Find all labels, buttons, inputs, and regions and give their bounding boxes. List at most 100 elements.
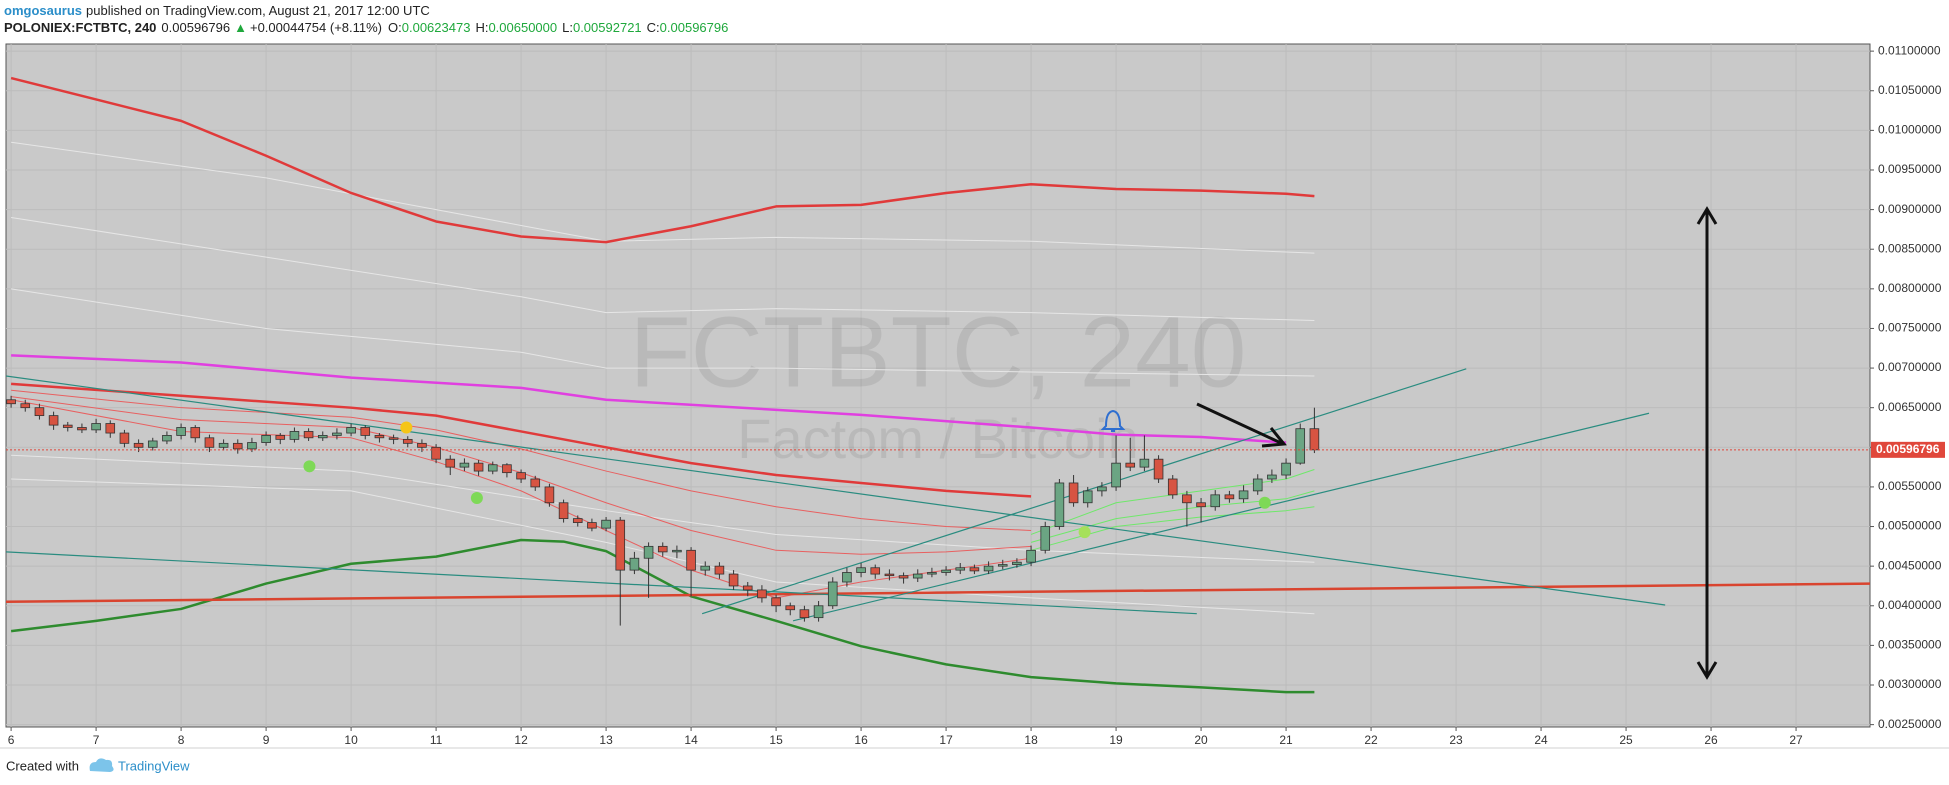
- y-tick-label: 0.00350000: [1878, 638, 1942, 652]
- candle-body: [303, 431, 314, 439]
- candle-body: [445, 458, 456, 468]
- candle-body: [1125, 462, 1136, 468]
- y-tick-label: 0.00900000: [1878, 202, 1942, 216]
- alert-bell[interactable]: [1100, 409, 1126, 432]
- candle-body: [516, 472, 526, 480]
- candle-body: [6, 399, 16, 405]
- brand-logo: [89, 758, 114, 772]
- candle-body: [1097, 486, 1107, 492]
- candle-body: [247, 442, 257, 450]
- y-tick-label: 0.00300000: [1878, 677, 1942, 691]
- candle-body: [20, 403, 31, 409]
- x-tick-label: 18: [1024, 733, 1038, 747]
- candle-body: [48, 415, 59, 426]
- y-tick-label: 0.01000000: [1878, 123, 1942, 137]
- candle-body: [714, 565, 725, 575]
- x-tick-label: 19: [1109, 733, 1123, 747]
- candle-body: [842, 572, 852, 583]
- candle-body: [587, 522, 597, 529]
- candle-body: [1082, 490, 1093, 504]
- candle-body: [1040, 526, 1051, 551]
- candle-body: [1012, 561, 1022, 565]
- candle-body: [1139, 458, 1150, 468]
- x-tick-label: 6: [8, 733, 15, 747]
- x-tick-label: 17: [939, 733, 953, 747]
- y-tick-label: 0.00550000: [1878, 479, 1942, 493]
- ribbon-line: [11, 217, 1315, 322]
- candle-body: [912, 573, 923, 579]
- candle-body: [1295, 428, 1306, 464]
- candle-body: [657, 545, 668, 553]
- x-tick-label: 11: [430, 733, 443, 747]
- candle-body: [487, 464, 498, 472]
- grid: [6, 44, 1870, 727]
- candle-body: [176, 427, 186, 436]
- trendline: [792, 412, 1650, 622]
- x-tick-label: 23: [1449, 733, 1463, 747]
- x-tick-label: 12: [514, 733, 528, 747]
- candle-body: [459, 462, 470, 468]
- moving-average: [10, 76, 1315, 244]
- candle-body: [544, 486, 555, 504]
- x-tick-label: 21: [1279, 733, 1293, 747]
- candle-body: [955, 567, 966, 571]
- x-tick-label: 7: [93, 733, 100, 747]
- candle-body: [1054, 482, 1065, 527]
- y-tick-label: 0.00250000: [1878, 717, 1942, 731]
- candle-body: [558, 502, 569, 520]
- brand[interactable]: TradingView: [118, 758, 190, 773]
- last: 0.00596796: [161, 20, 230, 35]
- y-tick-label: 0.00400000: [1878, 598, 1942, 612]
- x-tick-label: 16: [854, 733, 868, 747]
- candle-body: [1281, 462, 1291, 476]
- candle-body: [1182, 494, 1192, 504]
- candle-body: [34, 407, 45, 417]
- candle-body: [402, 438, 413, 444]
- axes: 0.01100000 0.01050000 0.01000000 0.00950000…: [8, 43, 1945, 747]
- author[interactable]: omgosaurus: [4, 3, 82, 18]
- published: published on TradingView.com, August 21,…: [86, 3, 430, 18]
- candle-body: [1224, 494, 1235, 500]
- candle-body: [289, 431, 300, 440]
- x-tick-label: 9: [263, 733, 270, 747]
- candle-body: [62, 424, 73, 428]
- x-tick-label: 10: [344, 733, 358, 747]
- ohlc-label: C:: [647, 20, 660, 35]
- moving-average: [6, 582, 1870, 604]
- last-price-label: 0.00596796: [1876, 442, 1940, 456]
- watermark-subtitle: Factom / Bitcoin: [737, 407, 1138, 470]
- candle-body: [374, 435, 385, 439]
- trendline: [6, 551, 1197, 615]
- candle-body: [884, 573, 895, 577]
- y-tick-label: 0.00950000: [1878, 162, 1942, 176]
- plot-background: [5, 43, 1871, 728]
- moving-average: [11, 382, 1032, 498]
- candle-body: [332, 432, 342, 436]
- y-tick-label: 0.00850000: [1878, 241, 1942, 255]
- moving-average: [11, 354, 1287, 444]
- candle-body: [1167, 478, 1178, 496]
- candle-body: [1196, 502, 1206, 508]
- candle-body: [672, 549, 682, 553]
- x-tick-label: 27: [1789, 733, 1803, 747]
- ohlc-value: 0.00592721: [573, 20, 642, 35]
- candle-body: [105, 423, 116, 434]
- candle-body: [218, 442, 229, 448]
- signal-dot: [400, 421, 413, 434]
- candle-body: [388, 437, 399, 440]
- symbol-line: POLONIEX:FCTBTC, 240 0.00596796 ▲ +0.000447…: [4, 20, 728, 35]
- candle-body: [856, 567, 866, 573]
- candle-body: [317, 435, 328, 439]
- candle-body: [346, 427, 356, 434]
- y-tick-label: 0.01100000: [1878, 43, 1941, 57]
- candle-body: [473, 462, 484, 472]
- y-tick-label: 0.00800000: [1878, 281, 1942, 295]
- ribbon-line: [11, 389, 1032, 531]
- candle-body: [360, 427, 371, 436]
- drawings: [1100, 206, 1718, 680]
- candle-body: [1238, 490, 1249, 500]
- y-tick-label: 0.01050000: [1878, 83, 1942, 97]
- ribbon-line: [11, 454, 1315, 563]
- x-tick-label: 8: [178, 733, 185, 747]
